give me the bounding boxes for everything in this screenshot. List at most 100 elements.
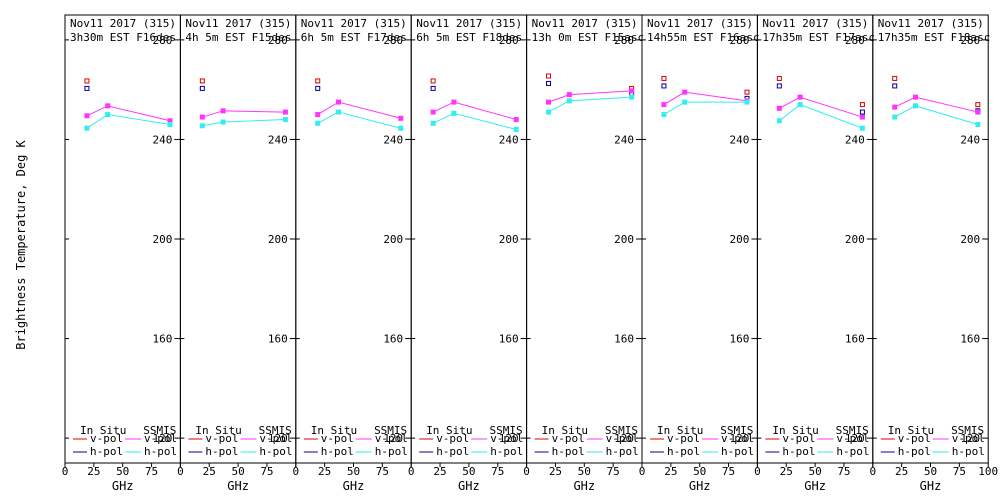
legend-insitu-vpol-label: v-pol — [552, 432, 585, 445]
ssmis-hpol-point — [744, 99, 750, 105]
x-axis-label: GHz — [689, 479, 711, 493]
insitu-vpol-point — [744, 89, 750, 95]
y-tick-label: 240 — [614, 133, 634, 146]
x-tick-label: 75 — [607, 465, 620, 478]
ssmis-vpol-point — [566, 92, 572, 98]
y-tick-label: 280 — [499, 34, 519, 47]
x-tick-label: 25 — [780, 465, 793, 478]
y-tick-label: 200 — [614, 233, 634, 246]
legend-ssmis-title: SSMIS — [259, 424, 292, 437]
ssmis-hpol-point — [859, 125, 865, 131]
x-tick-label: 75 — [837, 465, 850, 478]
ssmis-vpol-point — [398, 115, 404, 121]
ssmis-hpol-point — [167, 122, 173, 128]
legend-insitu-hpol-label: h-pol — [667, 445, 700, 458]
legend-insitu-hpol-label: h-pol — [436, 445, 469, 458]
panel-title: Nov11 2017 (315) — [762, 17, 868, 30]
y-tick-label: 240 — [730, 133, 750, 146]
x-tick-label: 0 — [869, 465, 876, 478]
x-tick-label: 0 — [639, 465, 646, 478]
insitu-vpol-point — [430, 78, 436, 84]
ssmis-hpol-point — [335, 109, 341, 115]
panel-subtitle: 6h 5m EST F18des — [416, 31, 522, 44]
y-tick-label: 160 — [845, 333, 865, 346]
ssmis-hpol-point — [513, 126, 519, 132]
ssmis-hpol-point — [315, 120, 321, 126]
insitu-hpol-point — [892, 83, 898, 89]
ssmis-hpol-line — [202, 119, 286, 127]
legend-ssmis-title: SSMIS — [374, 424, 407, 437]
legend-insitu-vpol-label: v-pol — [321, 432, 354, 445]
y-tick-label: 240 — [499, 133, 519, 146]
x-tick-label: 25 — [318, 465, 331, 478]
ssmis-vpol-point — [546, 99, 552, 105]
y-tick-label: 280 — [383, 34, 403, 47]
panel-subtitle: 14h55m EST F16asc — [647, 31, 760, 44]
y-tick-label: 160 — [960, 333, 980, 346]
ssmis-vpol-point — [430, 109, 436, 115]
panel-title: Nov11 2017 (315) — [647, 17, 753, 30]
y-tick-label: 120 — [960, 432, 980, 445]
insitu-vpol-point — [199, 78, 205, 84]
y-axis-label: Brightness Temperature, Deg K — [14, 139, 28, 349]
x-tick-label: 25 — [203, 465, 216, 478]
legend-insitu-title: In Situ — [657, 424, 703, 437]
y-tick-label: 120 — [845, 432, 865, 445]
panel-title: Nov11 2017 (315) — [185, 17, 291, 30]
x-tick-label: 50 — [808, 465, 821, 478]
insitu-hpol-point — [859, 109, 865, 115]
y-tick-label: 240 — [960, 133, 980, 146]
legend-insitu-title: In Situ — [195, 424, 241, 437]
ssmis-hpol-point — [682, 99, 688, 105]
legend-ssmis-hpol-label: h-pol — [952, 445, 985, 458]
x-axis-label: GHz — [804, 479, 826, 493]
panel-title: Nov11 2017 (315) — [532, 17, 638, 30]
legend-insitu-title: In Situ — [772, 424, 818, 437]
legend-ssmis-title: SSMIS — [489, 424, 522, 437]
insitu-hpol-point — [84, 85, 90, 91]
legend-ssmis-hpol-label: h-pol — [375, 445, 408, 458]
ssmis-vpol-point — [105, 103, 111, 109]
x-tick-label: 75 — [953, 465, 966, 478]
legend-insitu-vpol-label: v-pol — [205, 432, 238, 445]
x-tick-label: 0 — [292, 465, 299, 478]
ssmis-hpol-point — [546, 109, 552, 115]
ssmis-vpol-point — [661, 102, 667, 108]
ssmis-vpol-point — [776, 105, 782, 111]
y-tick-label: 240 — [268, 133, 288, 146]
ssmis-hpol-point — [912, 103, 918, 109]
legend-ssmis-title: SSMIS — [605, 424, 638, 437]
legend-ssmis-vpol-label: v-pol — [259, 432, 292, 445]
x-tick-label: 25 — [549, 465, 562, 478]
ssmis-vpol-line — [548, 90, 632, 103]
legend-ssmis-title: SSMIS — [951, 424, 984, 437]
ssmis-hpol-line — [663, 101, 748, 115]
legend-insitu-hpol-label: h-pol — [782, 445, 815, 458]
chart-panel-3: Nov11 2017 (315)6h 5m EST F17des 120 160 20… — [292, 14, 412, 493]
ssmis-vpol-point — [451, 99, 457, 105]
ssmis-vpol-line — [317, 101, 401, 119]
legend-insitu-hpol-label: h-pol — [898, 445, 931, 458]
panel-title: Nov11 2017 (315) — [301, 17, 407, 30]
legend-ssmis-vpol-label: v-pol — [952, 432, 985, 445]
y-tick-label: 120 — [614, 432, 634, 445]
ssmis-hpol-point — [398, 125, 404, 131]
y-tick-label: 160 — [499, 333, 519, 346]
panel-subtitle: 4h 5m EST F15des — [185, 31, 291, 44]
ssmis-hpol-point — [105, 112, 111, 118]
legend-ssmis-vpol-label: v-pol — [375, 432, 408, 445]
x-tick-label: 25 — [895, 465, 908, 478]
x-axis-label: GHz — [112, 479, 134, 493]
panel-subtitle: 17h35m EST F18asc — [878, 31, 991, 44]
insitu-vpol-point — [892, 75, 898, 81]
legend-ssmis-hpol-label: h-pol — [721, 445, 754, 458]
y-tick-label: 280 — [845, 34, 865, 47]
y-tick-label: 280 — [960, 34, 980, 47]
legend-insitu-title: In Situ — [888, 424, 934, 437]
ssmis-vpol-line — [779, 96, 863, 118]
ssmis-hpol-point — [84, 125, 90, 131]
legend-ssmis-title: SSMIS — [720, 424, 753, 437]
y-tick-label: 160 — [614, 333, 634, 346]
